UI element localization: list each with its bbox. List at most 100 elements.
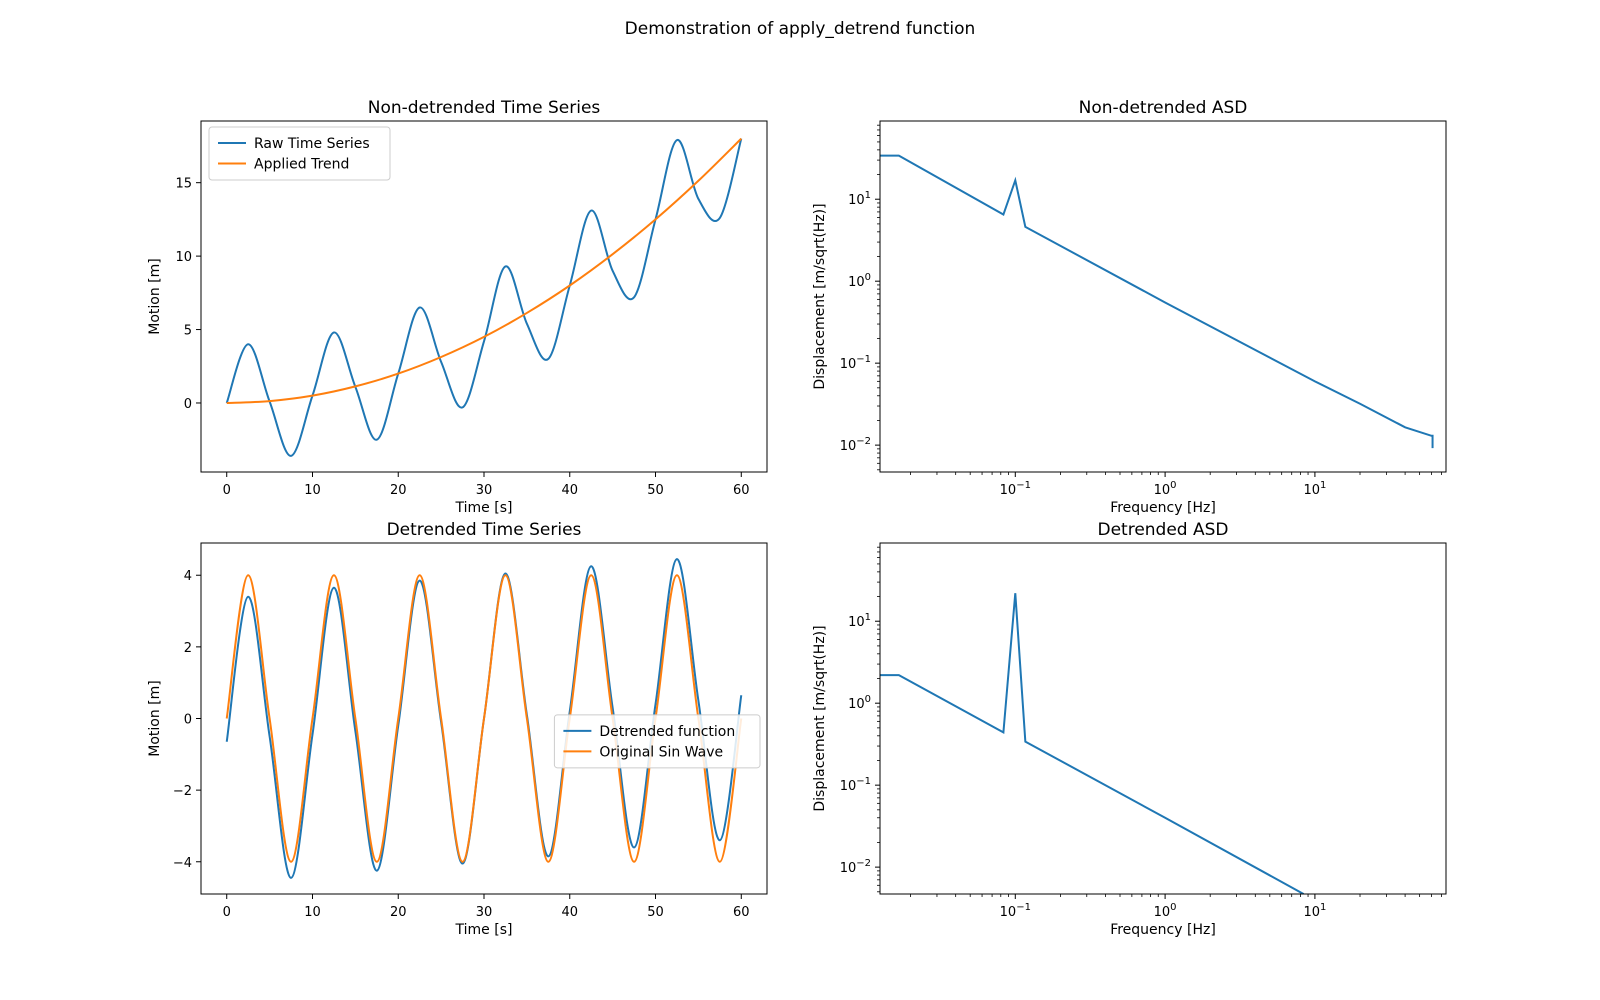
x-tick-label: 30 <box>476 483 493 498</box>
legend-label: Detrended function <box>599 724 735 740</box>
legend: Raw Time Series Applied Trend <box>208 126 391 181</box>
series-line-1 <box>880 154 1434 449</box>
y-tick-label: 0 <box>184 713 192 728</box>
panel-title: Detrended Time Series <box>387 520 582 540</box>
x-axis-label: Time [s] <box>455 922 513 938</box>
y-tick-label-base: 10 <box>848 697 865 712</box>
x-tick-label: 20 <box>390 905 407 920</box>
x-axis-label: Frequency [Hz] <box>1110 922 1216 938</box>
x-tick-label: 60 <box>733 483 750 498</box>
legend-label: Raw Time Series <box>254 136 370 152</box>
y-tick-label: −2 <box>173 784 192 799</box>
legend: Detrended function Original Sin Wave <box>553 714 761 769</box>
x-tick-label: 10 <box>304 483 321 498</box>
x-tick-label-exponent: −1 <box>1016 902 1031 913</box>
legend-label: Original Sin Wave <box>599 744 723 760</box>
y-tick-label-base: 10 <box>840 861 857 876</box>
x-tick-label: 50 <box>647 483 664 498</box>
panel-ts-raw: 0 10 20 30 40 50 60 0 5 10 15 Non-detrended Time Se… <box>147 98 768 516</box>
y-tick-label-exponent: −1 <box>856 776 871 787</box>
x-axis-label: Time [s] <box>455 500 513 516</box>
x-tick-label-exponent: 0 <box>1170 902 1176 913</box>
y-tick-label: −4 <box>173 856 192 871</box>
plot-frame <box>879 542 1447 895</box>
panel-title: Non-detrended ASD <box>1079 98 1248 118</box>
panel-title: Detrended ASD <box>1097 520 1228 540</box>
x-tick-label-base: 10 <box>1303 483 1320 498</box>
y-tick-label: 15 <box>175 177 192 192</box>
x-tick-label: 10−1 <box>1000 902 1031 920</box>
y-tick-label-base: 10 <box>840 439 857 454</box>
x-tick-label: 40 <box>561 483 578 498</box>
y-tick-label: 10−2 <box>840 436 871 454</box>
series-group <box>880 593 1305 894</box>
y-tick-label-base: 10 <box>848 615 865 630</box>
y-tick-label-exponent: 0 <box>865 272 871 283</box>
y-tick-label-exponent: 1 <box>865 190 871 201</box>
x-tick-label-exponent: 0 <box>1170 480 1176 491</box>
x-tick-label: 100 <box>1154 902 1177 920</box>
y-tick-label: 100 <box>848 272 871 290</box>
plot-frame <box>879 120 1447 473</box>
legend-label: Applied Trend <box>254 157 349 173</box>
y-axis-label: Displacement [m/sqrt(Hz)] <box>812 625 828 811</box>
x-tick-label: 100 <box>1154 480 1177 498</box>
y-tick-label: 5 <box>184 324 192 339</box>
y-axis-label: Displacement [m/sqrt(Hz)] <box>812 203 828 389</box>
x-tick-label: 101 <box>1303 480 1326 498</box>
x-tick-label: 10−1 <box>1000 480 1031 498</box>
x-tick-label: 30 <box>476 905 493 920</box>
y-tick-label: 100 <box>848 694 871 712</box>
series-group <box>225 137 743 457</box>
x-tick-label-base: 10 <box>1303 905 1320 920</box>
y-tick-label-base: 10 <box>840 779 857 794</box>
x-tick-label-exponent: 1 <box>1320 480 1326 491</box>
y-tick-label: 2 <box>184 641 192 656</box>
y-tick-label-exponent: 0 <box>865 694 871 705</box>
y-tick-label: 10 <box>175 250 192 265</box>
series-line-2 <box>226 137 742 404</box>
y-tick-label-exponent: −2 <box>856 858 871 869</box>
y-tick-label-exponent: −2 <box>856 436 871 447</box>
x-tick-label-exponent: 1 <box>1320 902 1326 913</box>
y-tick-label-exponent: 1 <box>865 612 871 623</box>
y-tick-label: 0 <box>184 397 192 412</box>
x-tick-label: 0 <box>223 905 231 920</box>
y-tick-label-exponent: −1 <box>856 354 871 365</box>
y-tick-label: 4 <box>184 569 192 584</box>
x-tick-label-exponent: −1 <box>1016 480 1031 491</box>
panel-title: Non-detrended Time Series <box>368 98 601 118</box>
x-tick-label-base: 10 <box>1000 905 1017 920</box>
legend-box <box>208 126 391 181</box>
x-tick-label: 40 <box>561 905 578 920</box>
y-tick-label: 10−1 <box>840 776 871 794</box>
x-tick-label-base: 10 <box>1000 483 1017 498</box>
series-line-1 <box>880 593 1305 894</box>
y-axis-label: Motion [m] <box>147 680 163 756</box>
y-tick-label: 10−2 <box>840 858 871 876</box>
x-tick-label: 10 <box>304 905 321 920</box>
x-tick-label: 0 <box>223 483 231 498</box>
panel-ts-detrended: 0 10 20 30 40 50 60 −4 −2 0 2 4 Detrended Time Serie… <box>147 520 768 938</box>
y-axis-label: Motion [m] <box>147 258 163 334</box>
x-tick-label-base: 10 <box>1154 905 1171 920</box>
y-tick-label-base: 10 <box>840 357 857 372</box>
x-tick-label: 20 <box>390 483 407 498</box>
legend-box <box>553 714 761 769</box>
x-axis-label: Frequency [Hz] <box>1110 500 1216 516</box>
figure-title: Demonstration of apply_detrend function <box>625 19 976 39</box>
x-tick-label: 60 <box>733 905 750 920</box>
x-tick-label: 101 <box>1303 902 1326 920</box>
y-tick-label: 101 <box>848 190 871 208</box>
series-group <box>880 154 1434 449</box>
x-tick-label: 50 <box>647 905 664 920</box>
y-tick-label-base: 10 <box>848 193 865 208</box>
y-tick-label: 10−1 <box>840 354 871 372</box>
x-tick-label-base: 10 <box>1154 483 1171 498</box>
y-tick-label: 101 <box>848 612 871 630</box>
y-tick-label-base: 10 <box>848 275 865 290</box>
